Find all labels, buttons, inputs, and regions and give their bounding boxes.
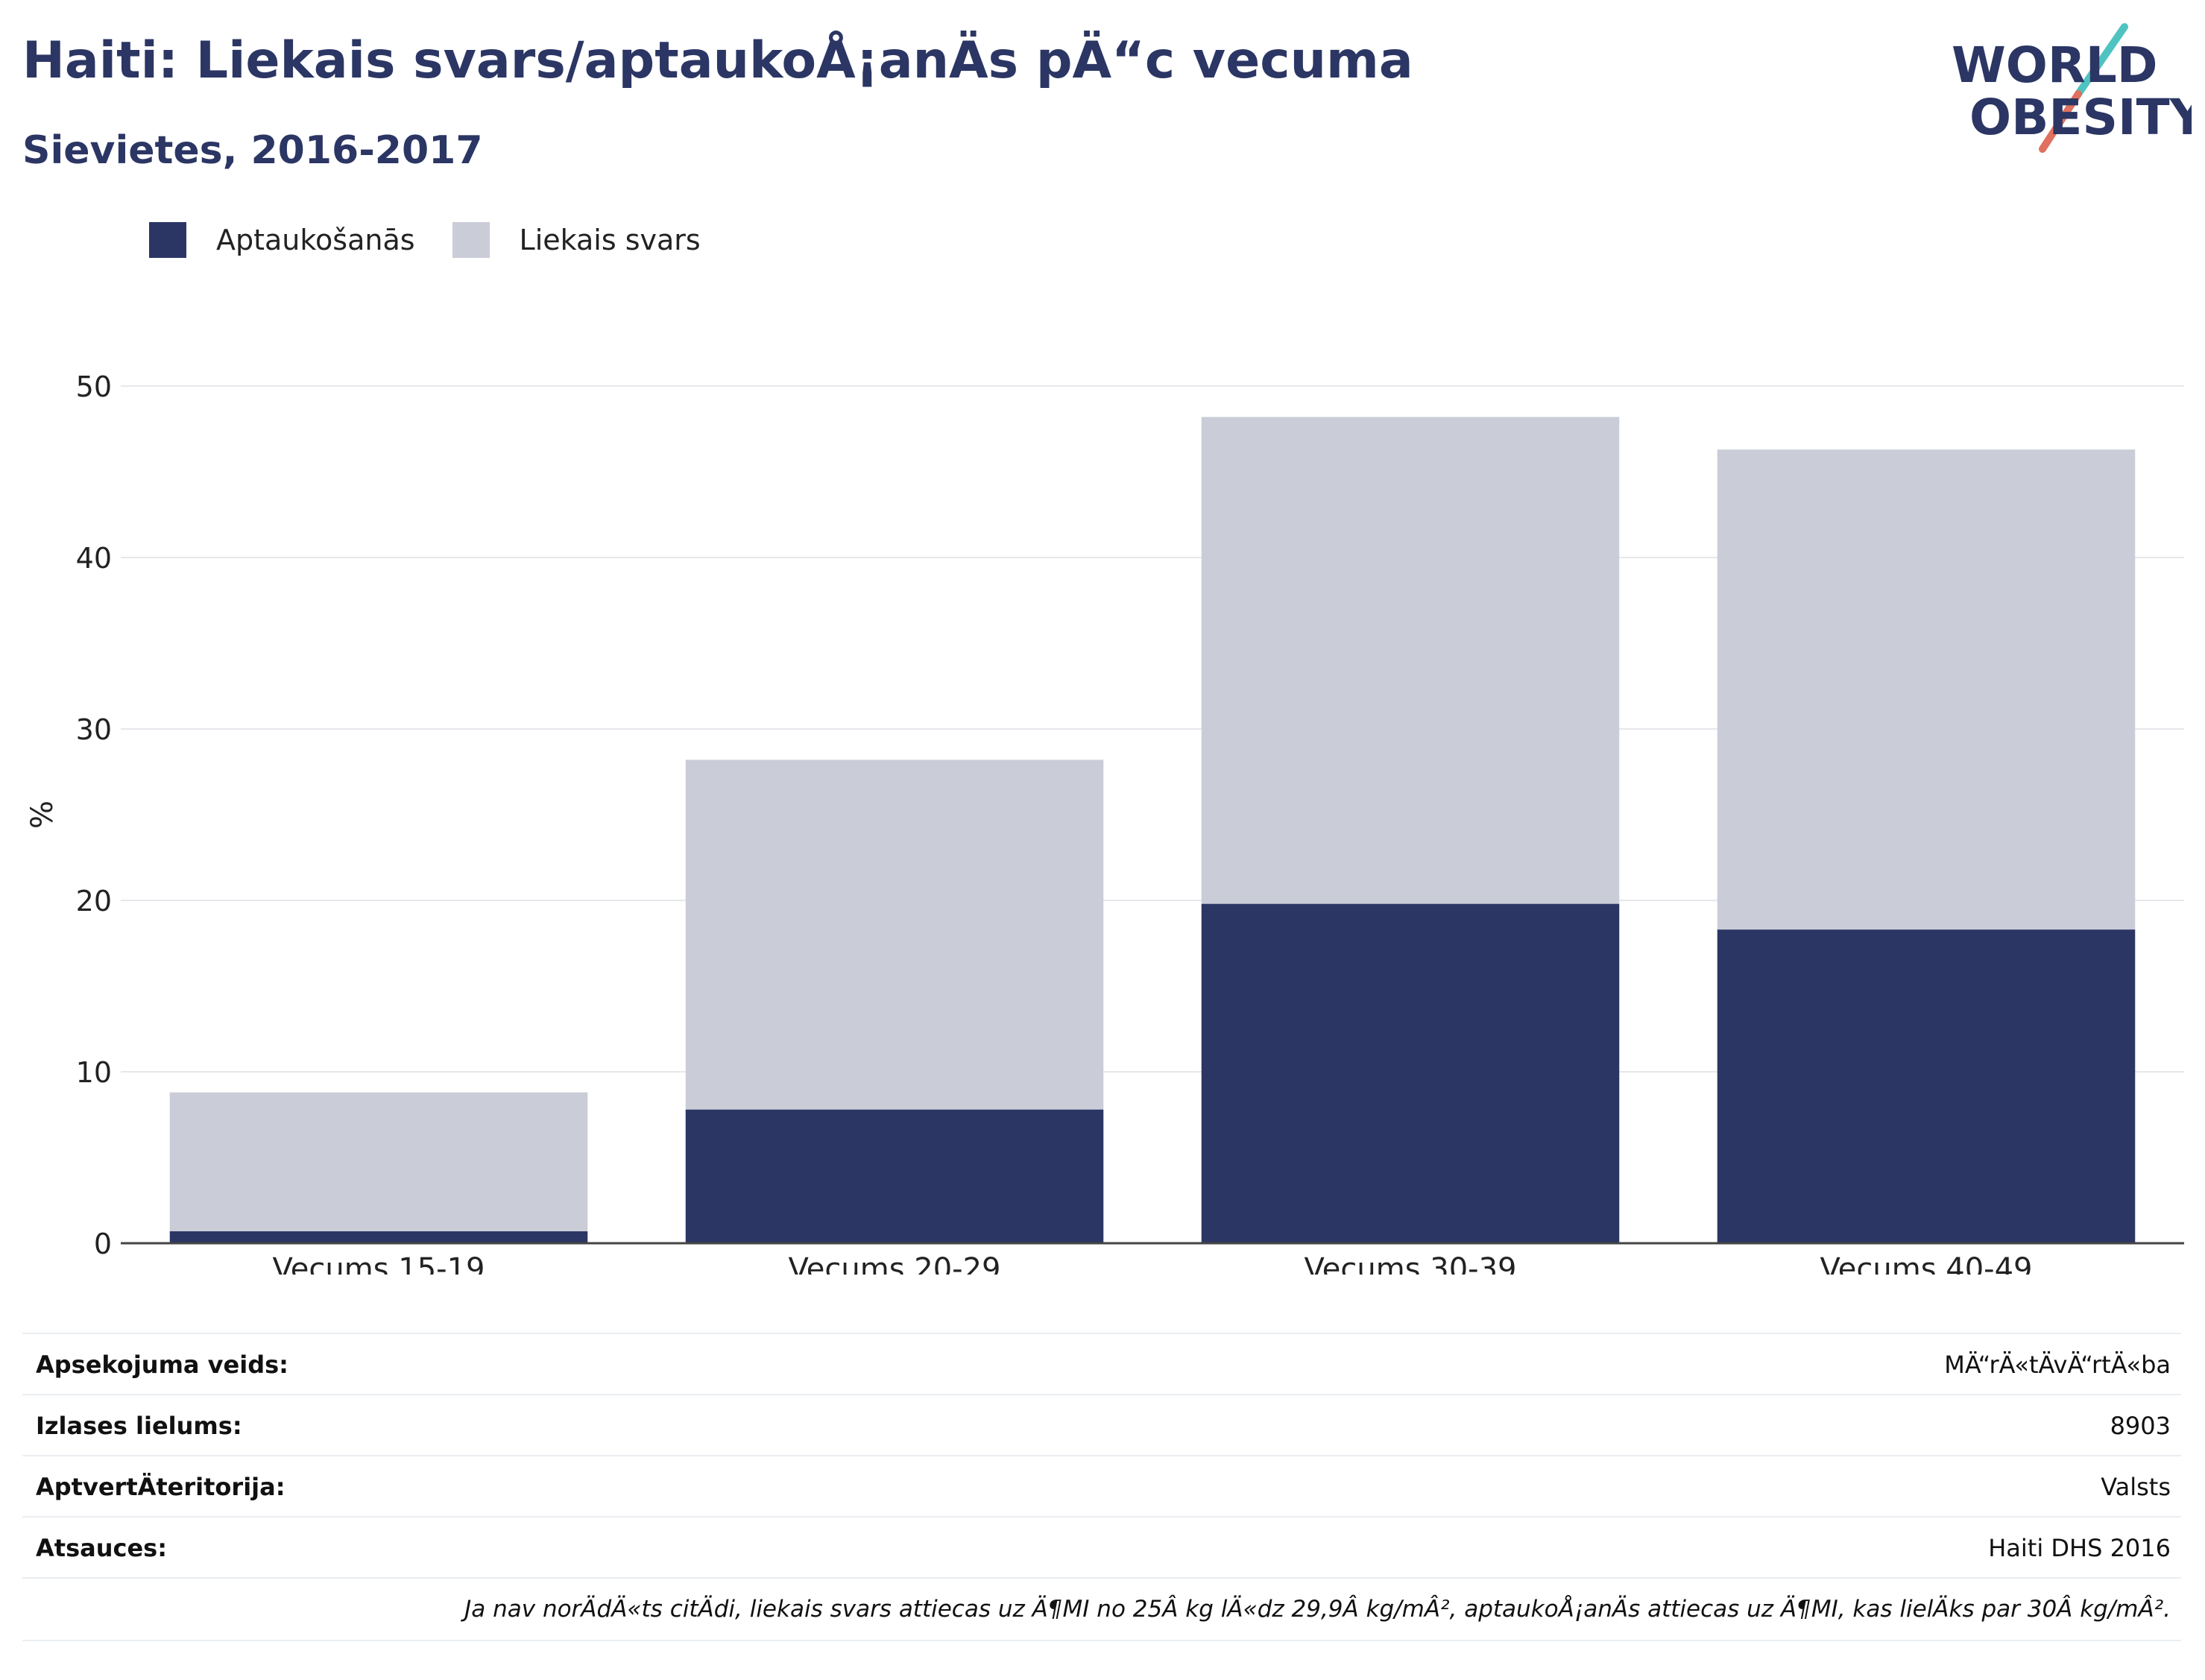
- bar-segment-overweight: [1201, 417, 1620, 904]
- y-tick-label: 20: [76, 885, 112, 918]
- x-tick-label: Vecums 15-19: [273, 1252, 485, 1275]
- logo-text-world: WORLD: [1952, 37, 2158, 94]
- world-obesity-logo: WORLD OBESITY: [1952, 23, 2192, 153]
- footnote: Ja nav norÄdÄ«ts citÄdi, liekais svars a…: [22, 1577, 2181, 1641]
- bar-segment-overweight: [685, 760, 1104, 1110]
- y-tick-label: 0: [94, 1228, 112, 1260]
- bar-segment-obesity: [169, 1231, 588, 1243]
- metadata-value: MÄ“rÄ«tÄvÄ“rtÄ«ba: [1944, 1351, 2171, 1379]
- x-tick-label: Vecums 30-39: [1305, 1252, 1517, 1275]
- metadata-key: Izlases lielums:: [36, 1412, 242, 1440]
- footnote-text: Ja nav norÄdÄ«ts citÄdi, liekais svars a…: [464, 1596, 2171, 1623]
- y-tick-label: 50: [76, 370, 112, 403]
- bar-segment-overweight: [169, 1092, 588, 1231]
- metadata-row-coverage: AptvertÄteritorija: Valsts: [22, 1455, 2181, 1518]
- bar-segment-obesity: [685, 1109, 1104, 1243]
- metadata-key: Atsauces:: [36, 1534, 167, 1562]
- stacked-bar-chart: 0 10 20 30 40 50% Vecums 15-19 Vecums 20-29 Vecu…: [25, 370, 2184, 1275]
- y-tick-label: 30: [76, 713, 112, 746]
- bar-segment-obesity: [1201, 903, 1620, 1243]
- metadata-row-sample-size: Izlases lielums: 8903: [22, 1394, 2181, 1456]
- metadata-value: Valsts: [2101, 1473, 2171, 1501]
- bar-segment-overweight: [1717, 449, 2136, 930]
- legend-swatch-obesity: [149, 222, 186, 258]
- legend-label-overweight: Liekais svars: [519, 224, 701, 256]
- chart-legend: Aptaukošanās Liekais svars: [149, 222, 738, 258]
- metadata-row-survey-type: Apsekojuma veids: MÄ“rÄ«tÄvÄ“rtÄ«ba: [22, 1333, 2181, 1395]
- legend-item-obesity: Aptaukošanās: [149, 222, 415, 258]
- legend-swatch-overweight: [452, 222, 490, 258]
- chart-title: Haiti: Liekais svars/aptaukoÅ¡anÄs pÄ“c …: [22, 31, 1413, 90]
- metadata-value: Haiti DHS 2016: [1988, 1534, 2171, 1562]
- y-tick-label: 10: [76, 1056, 112, 1089]
- chart-subtitle: Sievietes, 2016-2017: [22, 128, 483, 173]
- y-axis-label: %: [25, 800, 60, 829]
- metadata-value: 8903: [2110, 1412, 2171, 1440]
- y-tick-label: 40: [76, 542, 112, 575]
- logo-text-obesity: OBESITY: [1969, 89, 2192, 146]
- x-tick-label: Vecums 40-49: [1820, 1252, 2033, 1275]
- metadata-key: Apsekojuma veids:: [36, 1351, 288, 1379]
- metadata-key: AptvertÄteritorija:: [36, 1473, 286, 1501]
- legend-label-obesity: Aptaukošanās: [216, 224, 415, 256]
- metadata-row-references: Atsauces: Haiti DHS 2016: [22, 1516, 2181, 1579]
- bar-segment-obesity: [1717, 929, 2136, 1243]
- x-tick-label: Vecums 20-29: [789, 1252, 1001, 1275]
- legend-item-overweight: Liekais svars: [452, 222, 701, 258]
